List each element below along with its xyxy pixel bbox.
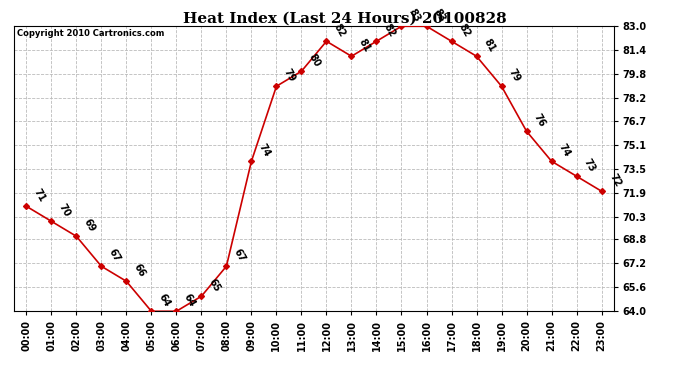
Text: 70: 70 bbox=[57, 202, 72, 219]
Text: Heat Index (Last 24 Hours) 20100828: Heat Index (Last 24 Hours) 20100828 bbox=[183, 11, 507, 25]
Text: 73: 73 bbox=[582, 157, 598, 174]
Text: 79: 79 bbox=[282, 67, 297, 84]
Text: 66: 66 bbox=[132, 262, 148, 279]
Text: 64: 64 bbox=[182, 292, 197, 309]
Text: 82: 82 bbox=[457, 22, 473, 39]
Text: 71: 71 bbox=[32, 187, 48, 204]
Text: 67: 67 bbox=[107, 247, 122, 264]
Text: 83: 83 bbox=[407, 7, 422, 24]
Text: 69: 69 bbox=[82, 217, 97, 234]
Text: 81: 81 bbox=[357, 37, 373, 54]
Text: 79: 79 bbox=[507, 67, 522, 84]
Text: 74: 74 bbox=[257, 142, 273, 159]
Text: 72: 72 bbox=[607, 172, 622, 189]
Text: 80: 80 bbox=[307, 52, 322, 69]
Text: 81: 81 bbox=[482, 37, 497, 54]
Text: 82: 82 bbox=[332, 22, 348, 39]
Text: 76: 76 bbox=[532, 112, 548, 129]
Text: 83: 83 bbox=[432, 7, 448, 24]
Text: 82: 82 bbox=[382, 22, 397, 39]
Text: 65: 65 bbox=[207, 277, 222, 294]
Text: Copyright 2010 Cartronics.com: Copyright 2010 Cartronics.com bbox=[17, 29, 164, 38]
Text: 67: 67 bbox=[232, 247, 248, 264]
Text: 64: 64 bbox=[157, 292, 172, 309]
Text: 74: 74 bbox=[557, 142, 573, 159]
